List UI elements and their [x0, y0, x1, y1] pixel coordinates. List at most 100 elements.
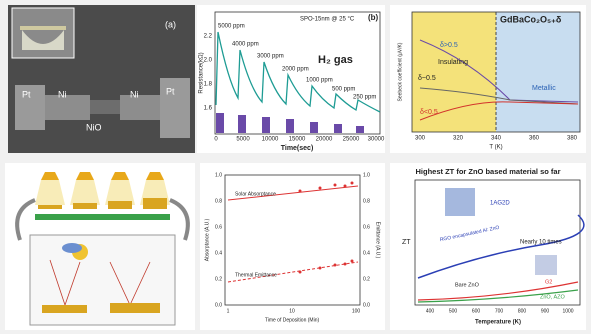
y2-tick-label: 0.0	[363, 302, 370, 308]
y2-tick-label: 0.6	[363, 224, 370, 230]
x-tick-label: 300	[415, 136, 426, 142]
x-tick-label: 800	[518, 308, 527, 314]
x-tick-label: 380	[567, 136, 578, 142]
y-axis-label: Absorptance (A.U.)	[204, 218, 210, 261]
x-tick-label: 1000	[562, 308, 573, 314]
x-tick-label: 600	[472, 308, 481, 314]
y-tick-label: 1.6	[204, 106, 213, 112]
x-tick-label: 900	[541, 308, 550, 314]
y-tick-label: 0.0	[215, 302, 222, 308]
panel-a: (a) Pt Ni NiO Ni Pt	[8, 5, 195, 153]
arrow	[169, 198, 190, 241]
panel-label: (b)	[368, 13, 379, 22]
y-tick-label: 1.8	[204, 82, 213, 88]
series-label: Bare ZnO	[455, 282, 480, 288]
series-label: G2	[545, 279, 552, 285]
y-tick-label: 2.2	[204, 34, 213, 40]
concentration: 1000 ppm	[306, 78, 333, 84]
concentration: 250 ppm	[353, 95, 376, 101]
x-tick-label: 700	[495, 308, 504, 314]
inset	[11, 7, 75, 59]
electrode	[45, 95, 90, 120]
curve	[419, 101, 579, 121]
region-label: Ni	[130, 89, 139, 99]
condition: SPO-15nm @ 25 °C	[300, 17, 355, 23]
plot-frame	[214, 11, 381, 135]
region-label: Pt	[166, 86, 175, 96]
cloud	[62, 243, 82, 253]
arrow	[15, 198, 36, 241]
panel-d	[5, 163, 195, 330]
concentration: 5000 ppm	[218, 24, 245, 30]
delta-label: δ<0.5	[420, 109, 438, 116]
series-label: ZnO, AZO	[540, 294, 565, 300]
panel-e: Solar Absorptance Thermal Emittance 1.0 …	[200, 163, 385, 330]
insulating-region	[412, 12, 496, 132]
concentration: 3000 ppm	[257, 54, 284, 60]
curve	[417, 289, 579, 303]
panel-f: Highest ZT for ZnO based material so far…	[390, 163, 586, 330]
curve	[419, 39, 579, 103]
trend-line	[227, 261, 359, 283]
x-tick-label: 340	[491, 136, 502, 142]
inset-shape	[22, 30, 64, 50]
plot-frame	[414, 179, 581, 306]
substrate	[110, 303, 160, 313]
panel-title: Highest ZT for ZnO based material so far	[415, 167, 560, 176]
x-tick-label: 5000	[236, 137, 250, 143]
curve	[417, 281, 579, 301]
y-tick-label: 0.4	[215, 250, 222, 256]
x-tick-label: 400	[426, 308, 435, 314]
curve	[419, 87, 579, 105]
y2-tick-label: 0.8	[363, 198, 370, 204]
concentration: 2000 ppm	[282, 67, 309, 73]
x-axis-label: Temperature (K)	[475, 320, 521, 326]
y2-tick-label: 0.4	[363, 250, 370, 256]
y-tick-label: 0.2	[215, 276, 222, 282]
inset-layer	[20, 26, 66, 30]
panel-label: (a)	[165, 19, 176, 29]
x-tick-label: 360	[529, 136, 540, 142]
y-tick-label: 0.6	[215, 224, 222, 230]
formula: GdBaCo₂O₅₊δ	[500, 14, 562, 24]
series-label: Thermal Emittance	[235, 272, 277, 278]
annotation: Nearly 10 times	[520, 240, 562, 246]
x-tick-label: 320	[453, 136, 464, 142]
region-label: Pt	[22, 89, 31, 99]
trend-line	[227, 185, 359, 201]
x-tick-label: 30000	[368, 137, 385, 143]
rays	[49, 259, 151, 306]
y2-tick-label: 1.0	[363, 172, 370, 178]
y-tick-label: 2.0	[204, 58, 213, 64]
markers	[298, 181, 354, 274]
y-tick-label: 1.0	[215, 172, 222, 178]
x-axis-label: Time(sec)	[281, 145, 314, 152]
crystal-image	[445, 188, 475, 216]
x-tick-label: 1	[227, 308, 230, 314]
y-axis-label: ZT	[402, 239, 411, 246]
x-axis-label: Time of Deposition (Min)	[265, 317, 320, 323]
x-tick-label: 25000	[343, 137, 360, 143]
y2-tick-label: 0.2	[363, 276, 370, 282]
x-tick-label: 10	[289, 308, 295, 314]
pad	[160, 78, 190, 138]
x-tick-label: 500	[449, 308, 458, 314]
x-tick-label: 0	[214, 137, 218, 143]
y-tick-label: 0.8	[215, 198, 222, 204]
films	[38, 198, 167, 209]
panel-b: SPO-15nm @ 25 °C (b) H₂ gas 5000 ppm 400…	[197, 5, 385, 153]
concentration: 4000 ppm	[232, 42, 259, 48]
substrate	[42, 305, 87, 313]
pulses	[216, 113, 364, 133]
response-curve	[215, 31, 381, 113]
x-axis-label: T (K)	[489, 145, 502, 151]
x-tick-label: 20000	[316, 137, 333, 143]
region-label: Ni	[58, 89, 67, 99]
region-label: Metallic	[532, 85, 556, 92]
curve	[417, 214, 585, 279]
y-axis-label: Seebeck coefficient (μV/K)	[397, 42, 403, 101]
gas-label: H₂ gas	[318, 54, 353, 66]
region-label: NiO	[86, 122, 102, 132]
lamps	[41, 172, 164, 180]
